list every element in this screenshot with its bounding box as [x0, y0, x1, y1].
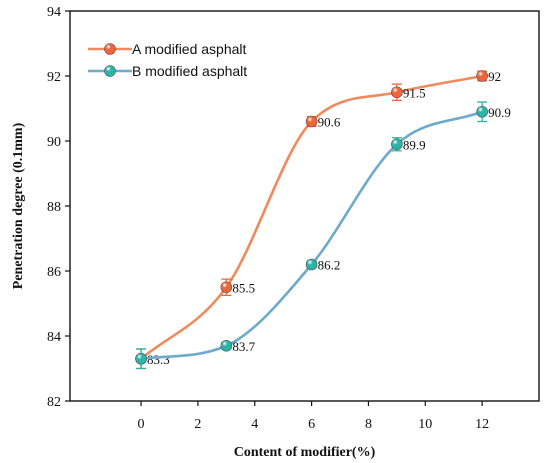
x-axis-title: Content of modifier(%): [234, 445, 376, 460]
data-point: [305, 115, 318, 128]
legend-label: A modified asphalt: [132, 41, 247, 57]
y-axis-title: Penetration degree (0.1mm): [11, 122, 26, 289]
legend-item-a: A modified asphalt: [88, 41, 247, 57]
y-tick-label-92: 92: [47, 70, 61, 85]
y-tick-label-84: 84: [47, 330, 61, 345]
x-tick-label-10: 10: [418, 417, 432, 432]
series-a: 83.3 85.5 90.6 91.5 92: [135, 69, 501, 370]
y-tick-label-94: 94: [47, 5, 61, 20]
data-point: [220, 339, 233, 352]
data-point: [135, 352, 147, 365]
data-point: [391, 138, 403, 151]
x-tick-label-2: 2: [194, 417, 201, 432]
series-line: [140, 74, 483, 360]
legend: A modified asphalt B modified asphalt: [88, 41, 247, 79]
data-label: 91.5: [403, 85, 426, 100]
data-label: 90.6: [318, 115, 341, 130]
legend-marker: [104, 65, 116, 77]
y-tick-label-86: 86: [47, 265, 61, 280]
legend-item-b: B modified asphalt: [88, 63, 247, 79]
data-label: 83.3: [147, 352, 170, 367]
data-point: [220, 281, 233, 294]
data-label: 86.2: [318, 258, 341, 273]
x-tick-label-0: 0: [138, 417, 145, 432]
data-label: 90.9: [488, 105, 511, 120]
data-label: 83.7: [232, 339, 255, 354]
y-tick-label-88: 88: [47, 200, 61, 215]
data-point: [476, 105, 488, 118]
x-tick-label-8: 8: [365, 417, 372, 432]
legend-marker: [104, 43, 116, 55]
data-label: 85.5: [232, 280, 255, 295]
x-tick-label-6: 6: [308, 417, 315, 432]
series-layer: 83.3 85.5 90.6 91.5 92 83.7 86.2 89.9 90.9: [135, 69, 511, 370]
legend-label: B modified asphalt: [132, 63, 247, 79]
data-label: 92: [488, 69, 501, 84]
axes-layer: 0 2 4 6 8 10 12 82 84 86 88 90 92 94: [47, 5, 540, 432]
data-point: [305, 258, 318, 271]
x-tick-label-12: 12: [475, 417, 489, 432]
series-b: 83.7 86.2 89.9 90.9: [135, 101, 511, 370]
x-tick-label-4: 4: [251, 417, 258, 432]
data-point: [476, 70, 488, 82]
data-label: 89.9: [403, 137, 426, 152]
y-tick-label-82: 82: [47, 395, 61, 410]
y-tick-label-90: 90: [47, 135, 61, 150]
data-point: [391, 86, 403, 99]
